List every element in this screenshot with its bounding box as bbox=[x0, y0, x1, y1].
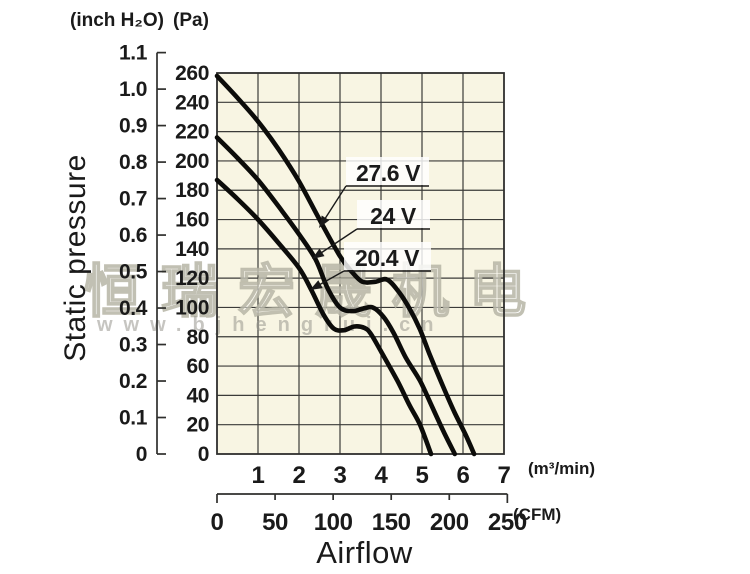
tick-label-cfm: 200 bbox=[430, 509, 469, 536]
tick-label-cfm: 150 bbox=[372, 509, 411, 536]
tick-label-pa: 160 bbox=[175, 209, 209, 232]
tick-label-m3min: 5 bbox=[416, 462, 429, 489]
callout-bg bbox=[346, 157, 429, 185]
curve-24-v bbox=[214, 135, 458, 457]
tick-label-m3min: 6 bbox=[457, 462, 470, 489]
tick-label-pa: 140 bbox=[175, 238, 209, 261]
tick-label-inch-h2o: 0.9 bbox=[119, 115, 147, 138]
tick-label-pa: 260 bbox=[175, 62, 209, 85]
unit-label-pa: (Pa) bbox=[173, 10, 209, 31]
tick-label-pa: 20 bbox=[186, 414, 209, 437]
tick-label-pa: 240 bbox=[175, 91, 209, 114]
tick-label-pa: 120 bbox=[175, 267, 209, 290]
callout-arrow-line bbox=[322, 185, 347, 223]
y-axis-title: Static pressure bbox=[59, 154, 92, 362]
tick-label-cfm: 50 bbox=[262, 509, 288, 536]
tick-label-inch-h2o: 0.7 bbox=[119, 188, 147, 211]
unit-label-m3min: (m³/min) bbox=[528, 459, 596, 478]
tick-label-pa: 60 bbox=[186, 355, 209, 378]
tick-label-pa: 80 bbox=[186, 326, 209, 349]
unit-label-cfm: (CFM) bbox=[513, 505, 562, 524]
callout-arrowhead-icon bbox=[312, 248, 325, 259]
callout-arrowhead-icon bbox=[319, 215, 330, 228]
tick-label-m3min: 7 bbox=[498, 462, 511, 489]
tick-label-pa: 180 bbox=[175, 179, 209, 202]
tick-label-pa: 200 bbox=[175, 150, 209, 173]
tick-label-pa: 40 bbox=[186, 384, 209, 407]
callout-arrowhead-icon bbox=[310, 280, 323, 290]
callout-arrow-line bbox=[315, 270, 345, 288]
tick-label-inch-h2o: 0 bbox=[136, 443, 147, 466]
x-axis-title: Airflow bbox=[316, 535, 413, 570]
tick-label-inch-h2o: 0.4 bbox=[119, 297, 148, 320]
callout-arrow-line bbox=[317, 228, 358, 256]
tick-label-pa: 220 bbox=[175, 121, 209, 144]
curve-27.6-v bbox=[214, 73, 477, 457]
tick-label-cfm: 100 bbox=[314, 509, 353, 536]
tick-label-inch-h2o: 0.6 bbox=[119, 224, 147, 247]
series-label: 24 V bbox=[370, 203, 417, 229]
tick-label-inch-h2o: 0.2 bbox=[119, 370, 147, 393]
tick-label-m3min: 1 bbox=[252, 462, 265, 489]
tick-label-pa: 100 bbox=[175, 296, 209, 319]
tick-label-m3min: 2 bbox=[293, 462, 306, 489]
unit-label-inch-h2o: (inch H₂O) bbox=[70, 10, 164, 31]
tick-label-inch-h2o: 0.1 bbox=[119, 407, 148, 430]
tick-label-cfm: 0 bbox=[211, 509, 224, 536]
tick-label-inch-h2o: 0.8 bbox=[119, 151, 148, 174]
tick-label-inch-h2o: 0.5 bbox=[119, 261, 148, 284]
tick-label-inch-h2o: 0.3 bbox=[119, 334, 147, 357]
tick-label-inch-h2o: 1.1 bbox=[119, 42, 148, 65]
series-label: 27.6 V bbox=[356, 160, 421, 186]
tick-label-inch-h2o: 1.0 bbox=[119, 78, 147, 101]
tick-label-cfm: 250 bbox=[488, 509, 527, 536]
callout-bg bbox=[344, 242, 431, 270]
tick-label-pa: 0 bbox=[198, 443, 209, 466]
tick-label-m3min: 3 bbox=[334, 462, 347, 489]
callout-bg bbox=[357, 200, 430, 228]
curve-20.4-v bbox=[214, 177, 434, 457]
series-label: 20.4 V bbox=[355, 245, 420, 271]
tick-label-m3min: 4 bbox=[375, 462, 389, 489]
plot-frame bbox=[216, 72, 505, 455]
